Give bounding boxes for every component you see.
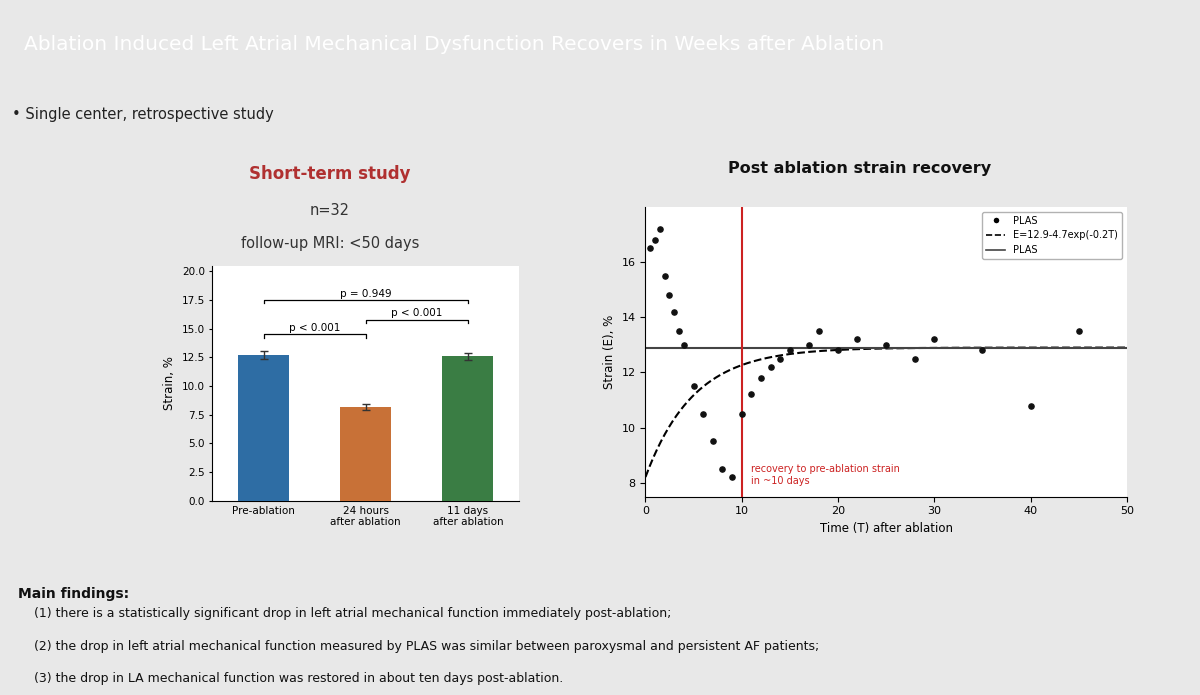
Point — [684, 381, 703, 392]
Point — [761, 361, 780, 373]
Point — [876, 339, 895, 350]
Point — [655, 270, 674, 281]
Point — [780, 345, 799, 356]
Text: n=32: n=32 — [310, 203, 350, 218]
Point — [713, 464, 732, 475]
Point — [828, 345, 847, 356]
Point — [925, 334, 944, 345]
Text: Main findings:: Main findings: — [18, 587, 130, 601]
Point — [905, 353, 924, 364]
Point — [1069, 325, 1088, 336]
Text: (1) there is a statistically significant drop in left atrial mechanical function: (1) there is a statistically significant… — [18, 607, 671, 621]
Point — [732, 408, 751, 419]
Text: (2) the drop in left atrial mechanical function measured by PLAS was similar bet: (2) the drop in left atrial mechanical f… — [18, 640, 820, 653]
Point — [641, 243, 660, 254]
Text: recovery to pre-ablation strain
in ~10 days: recovery to pre-ablation strain in ~10 d… — [751, 464, 900, 486]
Text: Short-term study: Short-term study — [250, 165, 410, 183]
Text: (3) the drop in LA mechanical function was restored in about ten days post-ablat: (3) the drop in LA mechanical function w… — [18, 672, 563, 685]
Point — [799, 339, 818, 350]
Point — [770, 353, 790, 364]
Point — [1021, 400, 1040, 411]
Bar — [340, 407, 391, 501]
Text: p = 0.949: p = 0.949 — [340, 289, 391, 299]
Point — [674, 339, 694, 350]
Point — [751, 373, 770, 384]
Point — [646, 234, 665, 245]
Point — [703, 436, 722, 447]
Point — [660, 290, 679, 301]
Text: Post ablation strain recovery: Post ablation strain recovery — [728, 161, 991, 176]
Point — [694, 408, 713, 419]
Point — [973, 345, 992, 356]
Point — [742, 389, 761, 400]
X-axis label: Time (T) after ablation: Time (T) after ablation — [820, 522, 953, 535]
Point — [665, 306, 684, 317]
Text: • Single center, retrospective study: • Single center, retrospective study — [12, 108, 274, 122]
Legend: PLAS, E=12.9-4.7exp(-0.2T), PLAS: PLAS, E=12.9-4.7exp(-0.2T), PLAS — [982, 212, 1122, 259]
Point — [809, 325, 828, 336]
Text: p < 0.001: p < 0.001 — [391, 309, 443, 318]
Text: p < 0.001: p < 0.001 — [289, 323, 341, 334]
Point — [722, 472, 742, 483]
Point — [670, 325, 689, 336]
Bar — [238, 355, 289, 501]
Point — [650, 223, 670, 234]
Y-axis label: Strain (E), %: Strain (E), % — [602, 315, 616, 389]
Text: Ablation Induced Left Atrial Mechanical Dysfunction Recovers in Weeks after Abla: Ablation Induced Left Atrial Mechanical … — [24, 35, 884, 54]
Bar — [443, 357, 493, 501]
Point — [847, 334, 866, 345]
Y-axis label: Strain, %: Strain, % — [163, 357, 176, 410]
Text: follow-up MRI: <50 days: follow-up MRI: <50 days — [241, 236, 419, 251]
